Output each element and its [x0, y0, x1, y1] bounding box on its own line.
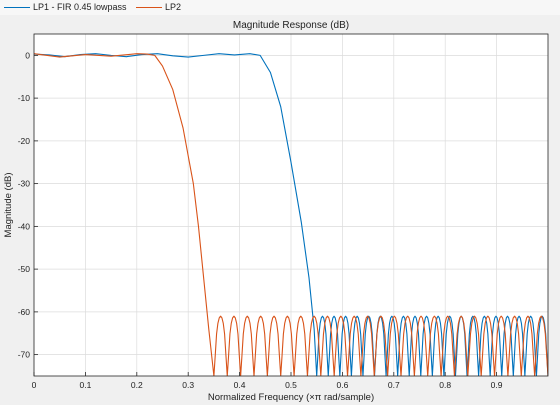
- magnitude-response-chart[interactable]: Magnitude Response (dB) 0 0.1 0.2 0.3 0.4 0.5…: [0, 15, 560, 405]
- y-tick-label: -40: [18, 221, 31, 231]
- y-tick-label: -10: [18, 93, 31, 103]
- chart-title: Magnitude Response (dB): [233, 20, 349, 31]
- x-tick-label: 0.7: [388, 380, 400, 390]
- x-tick-label: 0.3: [182, 380, 194, 390]
- legend-label-lp2: LP2: [165, 2, 182, 12]
- y-tick-label: -70: [18, 350, 31, 360]
- x-axis-ticks: 0 0.1 0.2 0.3 0.4 0.5 0.6 0.7 0.8 0.9: [32, 372, 503, 390]
- y-tick-label: -60: [18, 307, 31, 317]
- x-tick-label: 0.4: [234, 380, 246, 390]
- y-tick-label: -30: [18, 179, 31, 189]
- x-tick-label: 0.1: [79, 380, 91, 390]
- y-tick-label: -50: [18, 264, 31, 274]
- y-axis-ticks: 0 -10 -20 -30 -40 -50 -60 -70: [18, 50, 38, 360]
- legend-line-lp2: [136, 6, 162, 8]
- series-lines: [34, 53, 548, 376]
- y-axis-label: Magnitude (dB): [3, 173, 14, 238]
- legend-item-lp2[interactable]: LP2: [136, 2, 181, 12]
- series-lp2-line[interactable]: [34, 53, 548, 376]
- x-tick-label: 0.6: [336, 380, 348, 390]
- y-tick-label: 0: [25, 50, 30, 60]
- legend-line-lp1: [4, 6, 30, 8]
- x-tick-label: 0.5: [285, 380, 297, 390]
- x-tick-label: 0.2: [131, 380, 143, 390]
- x-tick-label: 0: [32, 380, 37, 390]
- legend: LP1 - FIR 0.45 lowpass LP2: [0, 0, 560, 16]
- legend-label-lp1: LP1 - FIR 0.45 lowpass: [33, 2, 127, 12]
- y-tick-label: -20: [18, 136, 31, 146]
- x-tick-label: 0.9: [491, 380, 503, 390]
- series-lp1-line[interactable]: [34, 53, 548, 376]
- legend-item-lp1[interactable]: LP1 - FIR 0.45 lowpass: [4, 2, 127, 12]
- x-tick-label: 0.8: [439, 380, 451, 390]
- x-axis-label: Normalized Frequency (×π rad/sample): [208, 392, 374, 403]
